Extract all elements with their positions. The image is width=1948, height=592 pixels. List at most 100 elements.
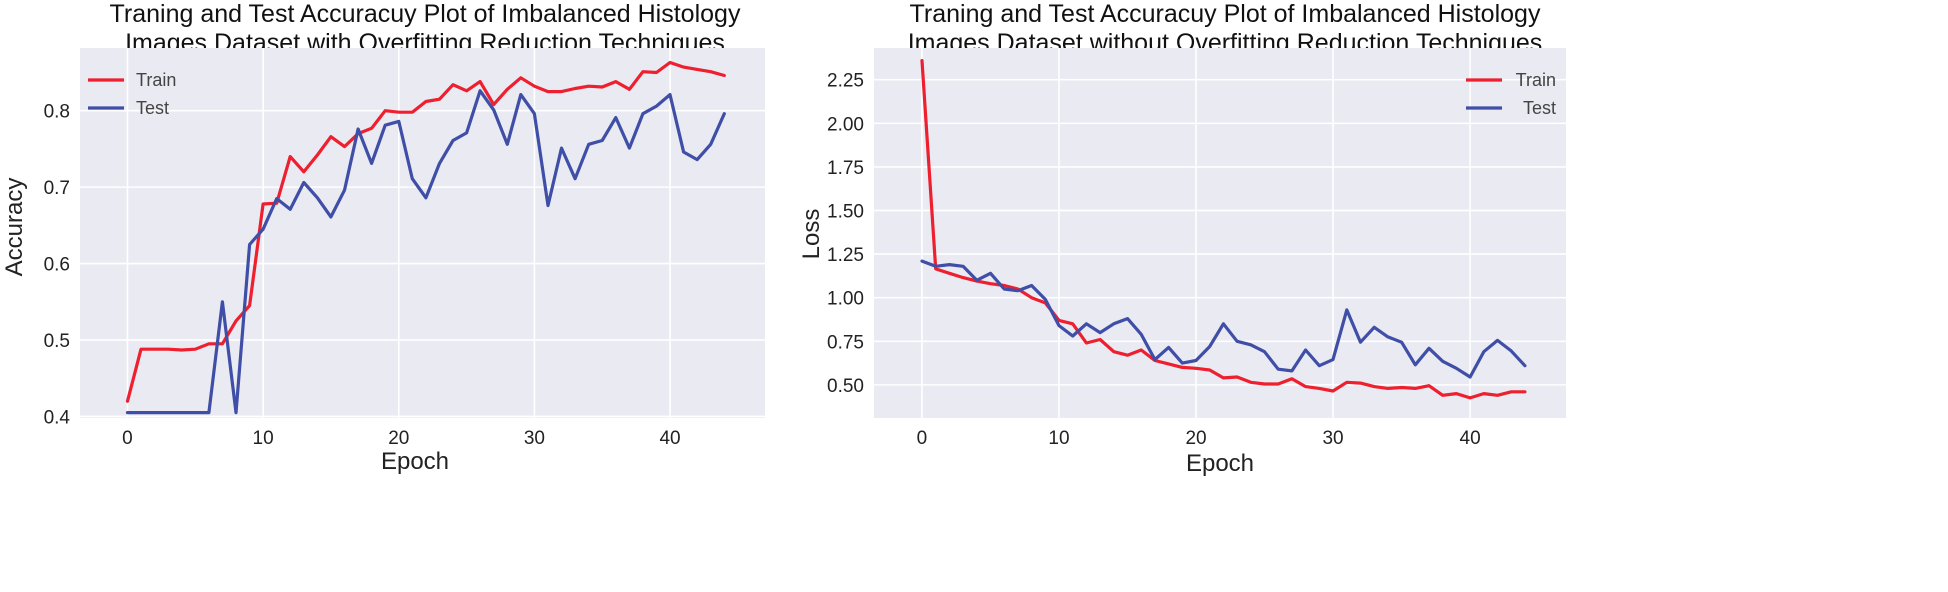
loss-test-point xyxy=(1126,317,1129,320)
loss-y-tick-label: 1.50 xyxy=(827,202,864,223)
loss-test-point xyxy=(1345,308,1348,311)
loss-test-point xyxy=(934,265,937,268)
loss-test-point xyxy=(1510,349,1513,352)
loss-test-point xyxy=(1003,287,1006,290)
loss-test-point xyxy=(975,279,978,282)
loss-train-point xyxy=(1386,387,1389,390)
loss-train-point xyxy=(1181,366,1184,369)
loss-test-point xyxy=(1455,367,1458,370)
loss-train-point xyxy=(920,59,923,62)
loss-test-point xyxy=(1414,363,1417,366)
loss-test-point xyxy=(1427,347,1430,350)
loss-train-point xyxy=(1304,385,1307,388)
accuracy-y-tick-label: 0.7 xyxy=(44,178,70,199)
loss-test-point xyxy=(1140,333,1143,336)
loss-test-point xyxy=(1290,369,1293,372)
loss-y-tick-label: 1.25 xyxy=(827,245,864,266)
loss-test-point xyxy=(1057,324,1060,327)
loss-train-point xyxy=(1208,368,1211,371)
loss-train-point xyxy=(1455,392,1458,395)
accuracy-test-line xyxy=(125,89,726,415)
loss-train-point xyxy=(1126,354,1129,357)
accuracy-x-tick-label: 40 xyxy=(659,428,680,449)
loss-x-tick-label: 40 xyxy=(1460,428,1481,449)
accuracy-legend-test-label: Test xyxy=(136,98,169,118)
loss-x-tick-label: 20 xyxy=(1185,428,1206,449)
loss-test-point xyxy=(1496,339,1499,342)
loss-test-point xyxy=(1386,335,1389,338)
loss-train-point xyxy=(1030,296,1033,299)
loss-test-point xyxy=(1468,375,1471,378)
loss-test-point xyxy=(1194,359,1197,362)
loss-test-point xyxy=(1236,340,1239,343)
loss-train-point xyxy=(1085,341,1088,344)
loss-train-point xyxy=(1222,376,1225,379)
loss-y-tick-label: 1.00 xyxy=(827,289,864,310)
loss-train-point xyxy=(1277,382,1280,385)
loss-test-point xyxy=(1222,322,1225,325)
loss-test-point xyxy=(1208,345,1211,348)
loss-train-point xyxy=(1098,338,1101,341)
loss-train-point xyxy=(1167,362,1170,365)
loss-test-point xyxy=(1249,343,1252,346)
loss-train-point xyxy=(1318,387,1321,390)
loss-train-point xyxy=(1331,389,1334,392)
loss-train-point xyxy=(1496,394,1499,397)
loss-train-point xyxy=(961,276,964,279)
loss-legend-test-label: Test xyxy=(1523,98,1556,118)
loss-test-point xyxy=(1318,364,1321,367)
loss-y-tick-label: 2.25 xyxy=(827,71,864,92)
loss-test-point xyxy=(920,259,923,262)
loss-test-point xyxy=(1153,358,1156,361)
loss-y-tick-label: 1.75 xyxy=(827,158,864,179)
loss-train-point xyxy=(1523,390,1526,393)
loss-train-point xyxy=(1194,367,1197,370)
loss-train-point xyxy=(1468,396,1471,399)
loss-train-point xyxy=(1400,386,1403,389)
loss-train-line xyxy=(920,58,1527,400)
accuracy-legend-train-label: Train xyxy=(136,70,176,90)
accuracy-x-tick-label: 20 xyxy=(388,428,409,449)
loss-test-point xyxy=(1441,360,1444,363)
loss-x-tick-label: 30 xyxy=(1322,428,1343,449)
loss-train-point xyxy=(1140,348,1143,351)
loss-train-point xyxy=(1373,385,1376,388)
loss-test-line xyxy=(920,259,1527,379)
loss-test-point xyxy=(1098,331,1101,334)
accuracy-y-tick-label: 0.5 xyxy=(44,331,70,352)
accuracy-x-tick-label: 0 xyxy=(122,428,133,449)
loss-test-point xyxy=(1071,334,1074,337)
loss-train-point xyxy=(1071,322,1074,325)
loss-test-point xyxy=(1085,322,1088,325)
loss-test-point xyxy=(1359,341,1362,344)
loss-train-point xyxy=(1112,350,1115,353)
accuracy-y-tick-label: 0.6 xyxy=(44,255,70,276)
accuracy-y-tick-label: 0.4 xyxy=(44,407,71,428)
loss-test-point xyxy=(1167,346,1170,349)
accuracy-x-tick-label: 10 xyxy=(253,428,274,449)
loss-train-point xyxy=(1236,375,1239,378)
accuracy-x-axis-label: Epoch xyxy=(380,448,450,475)
loss-test-point xyxy=(1277,368,1280,371)
loss-train-point xyxy=(1263,382,1266,385)
loss-test-point xyxy=(1016,289,1019,292)
loss-train-point xyxy=(1441,394,1444,397)
loss-train-point xyxy=(1414,387,1417,390)
loss-x-axis-label: Epoch xyxy=(1185,450,1255,477)
accuracy-y-tick-label: 0.8 xyxy=(44,102,70,123)
loss-test-point xyxy=(1112,322,1115,325)
loss-train-point xyxy=(1482,392,1485,395)
loss-train-point xyxy=(1427,384,1430,387)
loss-test-point xyxy=(1523,364,1526,367)
loss-y-tick-label: 0.75 xyxy=(827,332,864,353)
loss-test-point xyxy=(1400,341,1403,344)
loss-train-point xyxy=(948,272,951,275)
loss-test-point xyxy=(1263,350,1266,353)
loss-train-point xyxy=(1359,382,1362,385)
loss-y-tick-label: 2.00 xyxy=(827,114,864,135)
loss-test-point xyxy=(1331,358,1334,361)
loss-test-point xyxy=(1044,298,1047,301)
loss-train-point xyxy=(1290,377,1293,380)
